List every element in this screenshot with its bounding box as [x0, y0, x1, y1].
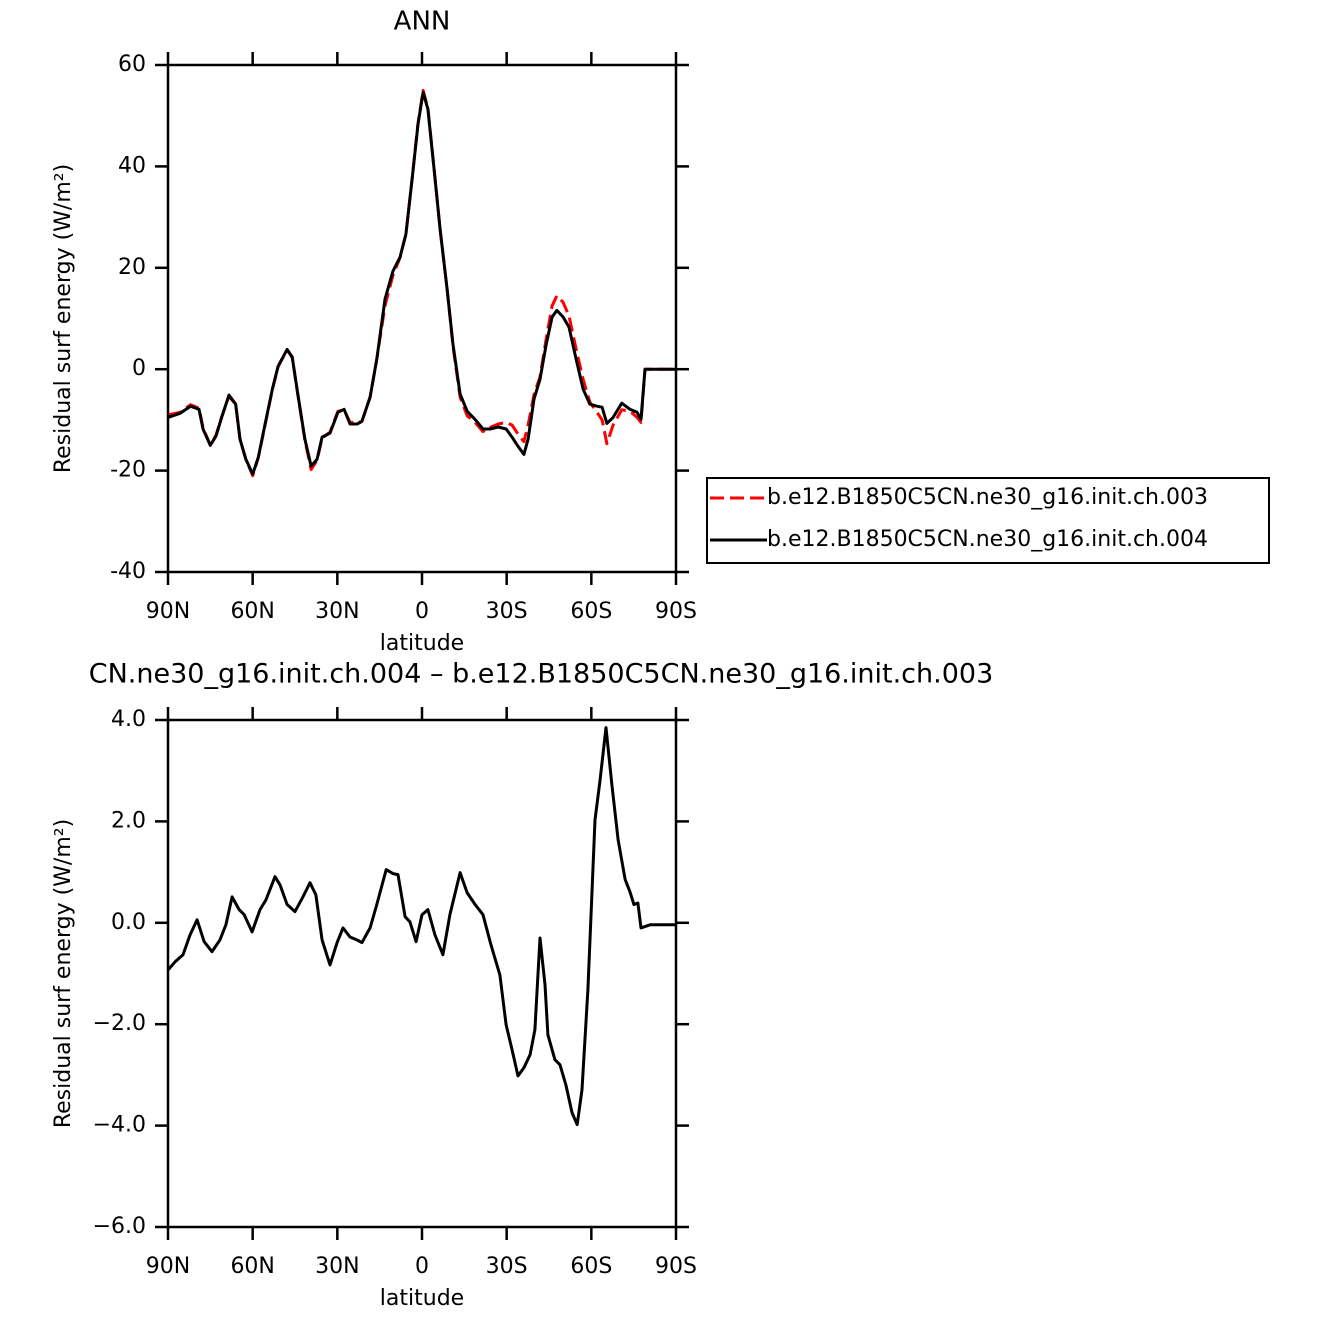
x-tick-label: 30S: [486, 1254, 528, 1279]
x-tick-label: 60N: [230, 1254, 274, 1279]
legend-label: b.e12.B1850C5CN.ne30_g16.init.ch.003: [767, 485, 1208, 510]
x-tick-label: 60S: [570, 1254, 612, 1279]
y-tick-label: −6.0: [93, 1214, 146, 1239]
x-tick-label: 30N: [315, 599, 359, 624]
plot-frame: [166, 63, 678, 574]
series-line: [167, 90, 676, 476]
x-tick-label: 0: [415, 599, 429, 624]
y-tick-label: 60: [118, 52, 146, 77]
y-tick-label: 0.0: [111, 910, 146, 935]
y-axis-label: Residual surf energy (W/m²): [51, 164, 76, 473]
y-tick-label: 0: [132, 356, 146, 381]
chart-title: CN.ne30_g16.init.ch.004 – b.e12.B1850C5C…: [89, 659, 994, 690]
x-tick-label: 30S: [486, 599, 528, 624]
x-tick-label: 30N: [315, 1254, 359, 1279]
x-tick-label: 90N: [146, 1254, 190, 1279]
y-tick-label: 2.0: [111, 808, 146, 833]
x-axis-label: latitude: [380, 631, 464, 656]
legend-label: b.e12.B1850C5CN.ne30_g16.init.ch.004: [767, 527, 1208, 552]
y-tick-label: -40: [110, 559, 146, 584]
y-tick-label: -20: [110, 458, 146, 483]
legend-box: [706, 477, 1270, 564]
y-tick-label: 20: [118, 255, 146, 280]
x-tick-label: 90N: [146, 599, 190, 624]
y-tick-label: −4.0: [93, 1113, 146, 1138]
x-tick-label: 90S: [655, 1254, 697, 1279]
x-tick-label: 60S: [570, 599, 612, 624]
y-tick-label: 4.0: [111, 707, 146, 732]
x-tick-label: 0: [415, 1254, 429, 1279]
chart-title: ANN: [394, 7, 451, 37]
plot-frame: [166, 718, 678, 1229]
y-axis-label: Residual surf energy (W/m²): [51, 819, 76, 1128]
x-tick-label: 90S: [655, 599, 697, 624]
x-axis-label: latitude: [380, 1286, 464, 1311]
series-line: [167, 88, 676, 478]
y-tick-label: −2.0: [93, 1011, 146, 1036]
x-tick-label: 60N: [230, 599, 274, 624]
series-line: [166, 726, 676, 1127]
y-tick-label: 40: [118, 153, 146, 178]
